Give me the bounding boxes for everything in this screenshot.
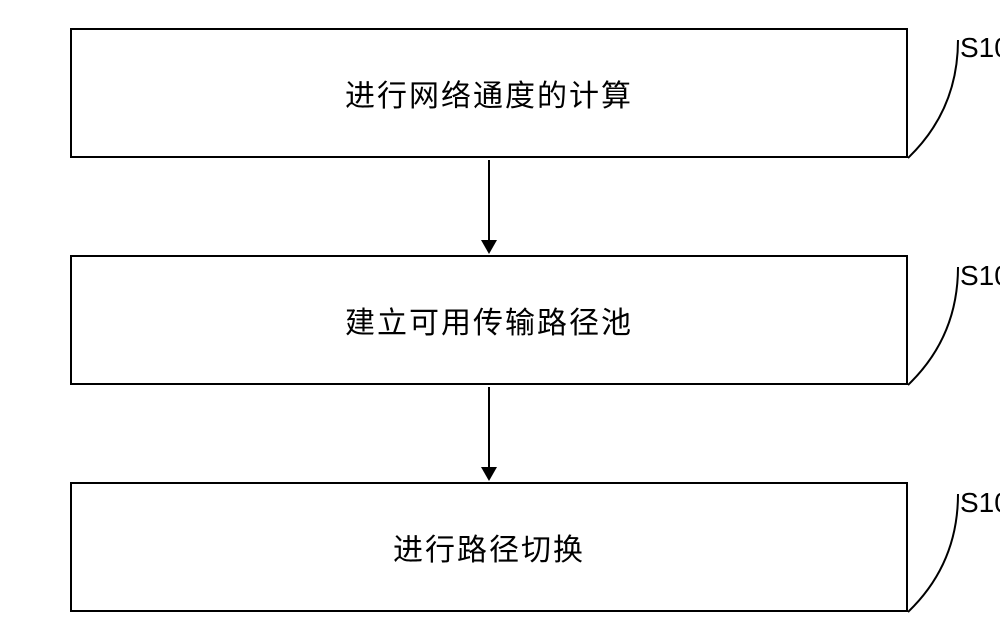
step-box-s103: 进行路径切换 [70, 482, 908, 612]
arrow-line-2 [488, 387, 490, 468]
curve-connector-s101 [908, 40, 960, 160]
curve-connector-s103 [908, 494, 960, 614]
step-label-s101: S101 [960, 32, 1000, 64]
arrow-head-1 [481, 240, 497, 254]
step-text-s102: 建立可用传输路径池 [345, 298, 633, 342]
curve-connector-s102 [908, 267, 960, 387]
step-box-s101: 进行网络通度的计算 [70, 28, 908, 158]
step-box-s102: 建立可用传输路径池 [70, 255, 908, 385]
arrow-head-2 [481, 467, 497, 481]
step-text-s103: 进行路径切换 [393, 525, 585, 569]
step-text-s101: 进行网络通度的计算 [345, 71, 633, 115]
arrow-line-1 [488, 160, 490, 241]
step-label-s103: S103 [960, 487, 1000, 519]
step-label-s102: S102 [960, 260, 1000, 292]
flowchart-container: 进行网络通度的计算 S101 建立可用传输路径池 S102 进行路径切换 S10… [50, 20, 950, 620]
